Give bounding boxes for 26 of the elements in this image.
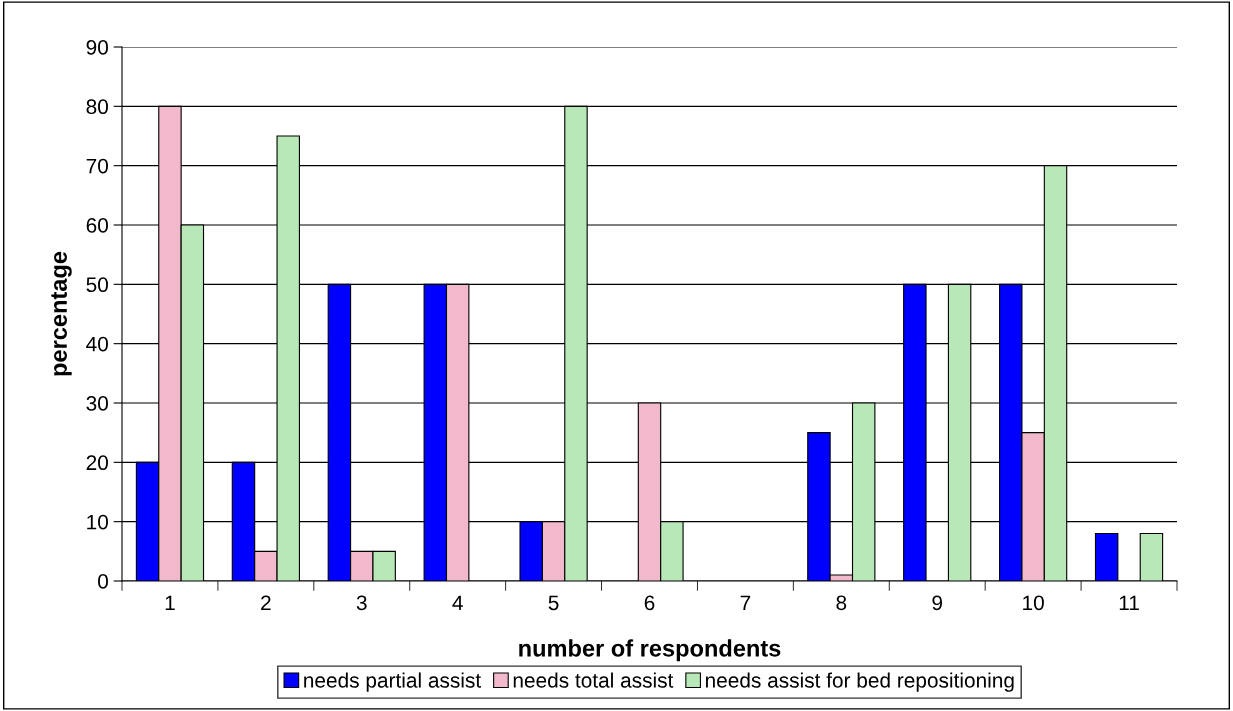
y-tick-label: 20 [86, 455, 108, 471]
y-tick-label: 80 [86, 99, 108, 115]
legend-label: needs assist for bed repositioning [705, 672, 1014, 692]
y-tick-label: 30 [86, 396, 108, 411]
x-tick-label: 4 [452, 595, 463, 610]
x-tick-label: 10 [1023, 595, 1044, 611]
legend-label: needs partial assist [304, 672, 481, 692]
y-tick-label: 40 [86, 336, 108, 352]
y-tick-label: 70 [86, 158, 108, 174]
x-tick-label: 2 [261, 595, 271, 610]
y-tick-label: 90 [86, 40, 108, 55]
legend-label: needs total assist [513, 672, 674, 688]
y-tick-label: 0 [98, 574, 108, 589]
x-tick-label: 3 [356, 595, 367, 611]
x-tick-label: 11 [1119, 595, 1139, 610]
y-tick-label: 50 [86, 277, 108, 293]
x-tick-label: 9 [932, 595, 943, 611]
x-tick-label: 1 [165, 595, 175, 610]
y-axis-title: percentage [51, 251, 72, 376]
x-tick-label: 7 [740, 595, 751, 610]
x-tick-label: 8 [836, 595, 847, 611]
x-tick-label: 5 [548, 595, 559, 611]
x-tick-label: 6 [644, 595, 655, 611]
x-axis-title: number of respondents [519, 639, 781, 662]
y-tick-label: 60 [86, 218, 108, 233]
y-tick-label: 10 [87, 514, 108, 530]
